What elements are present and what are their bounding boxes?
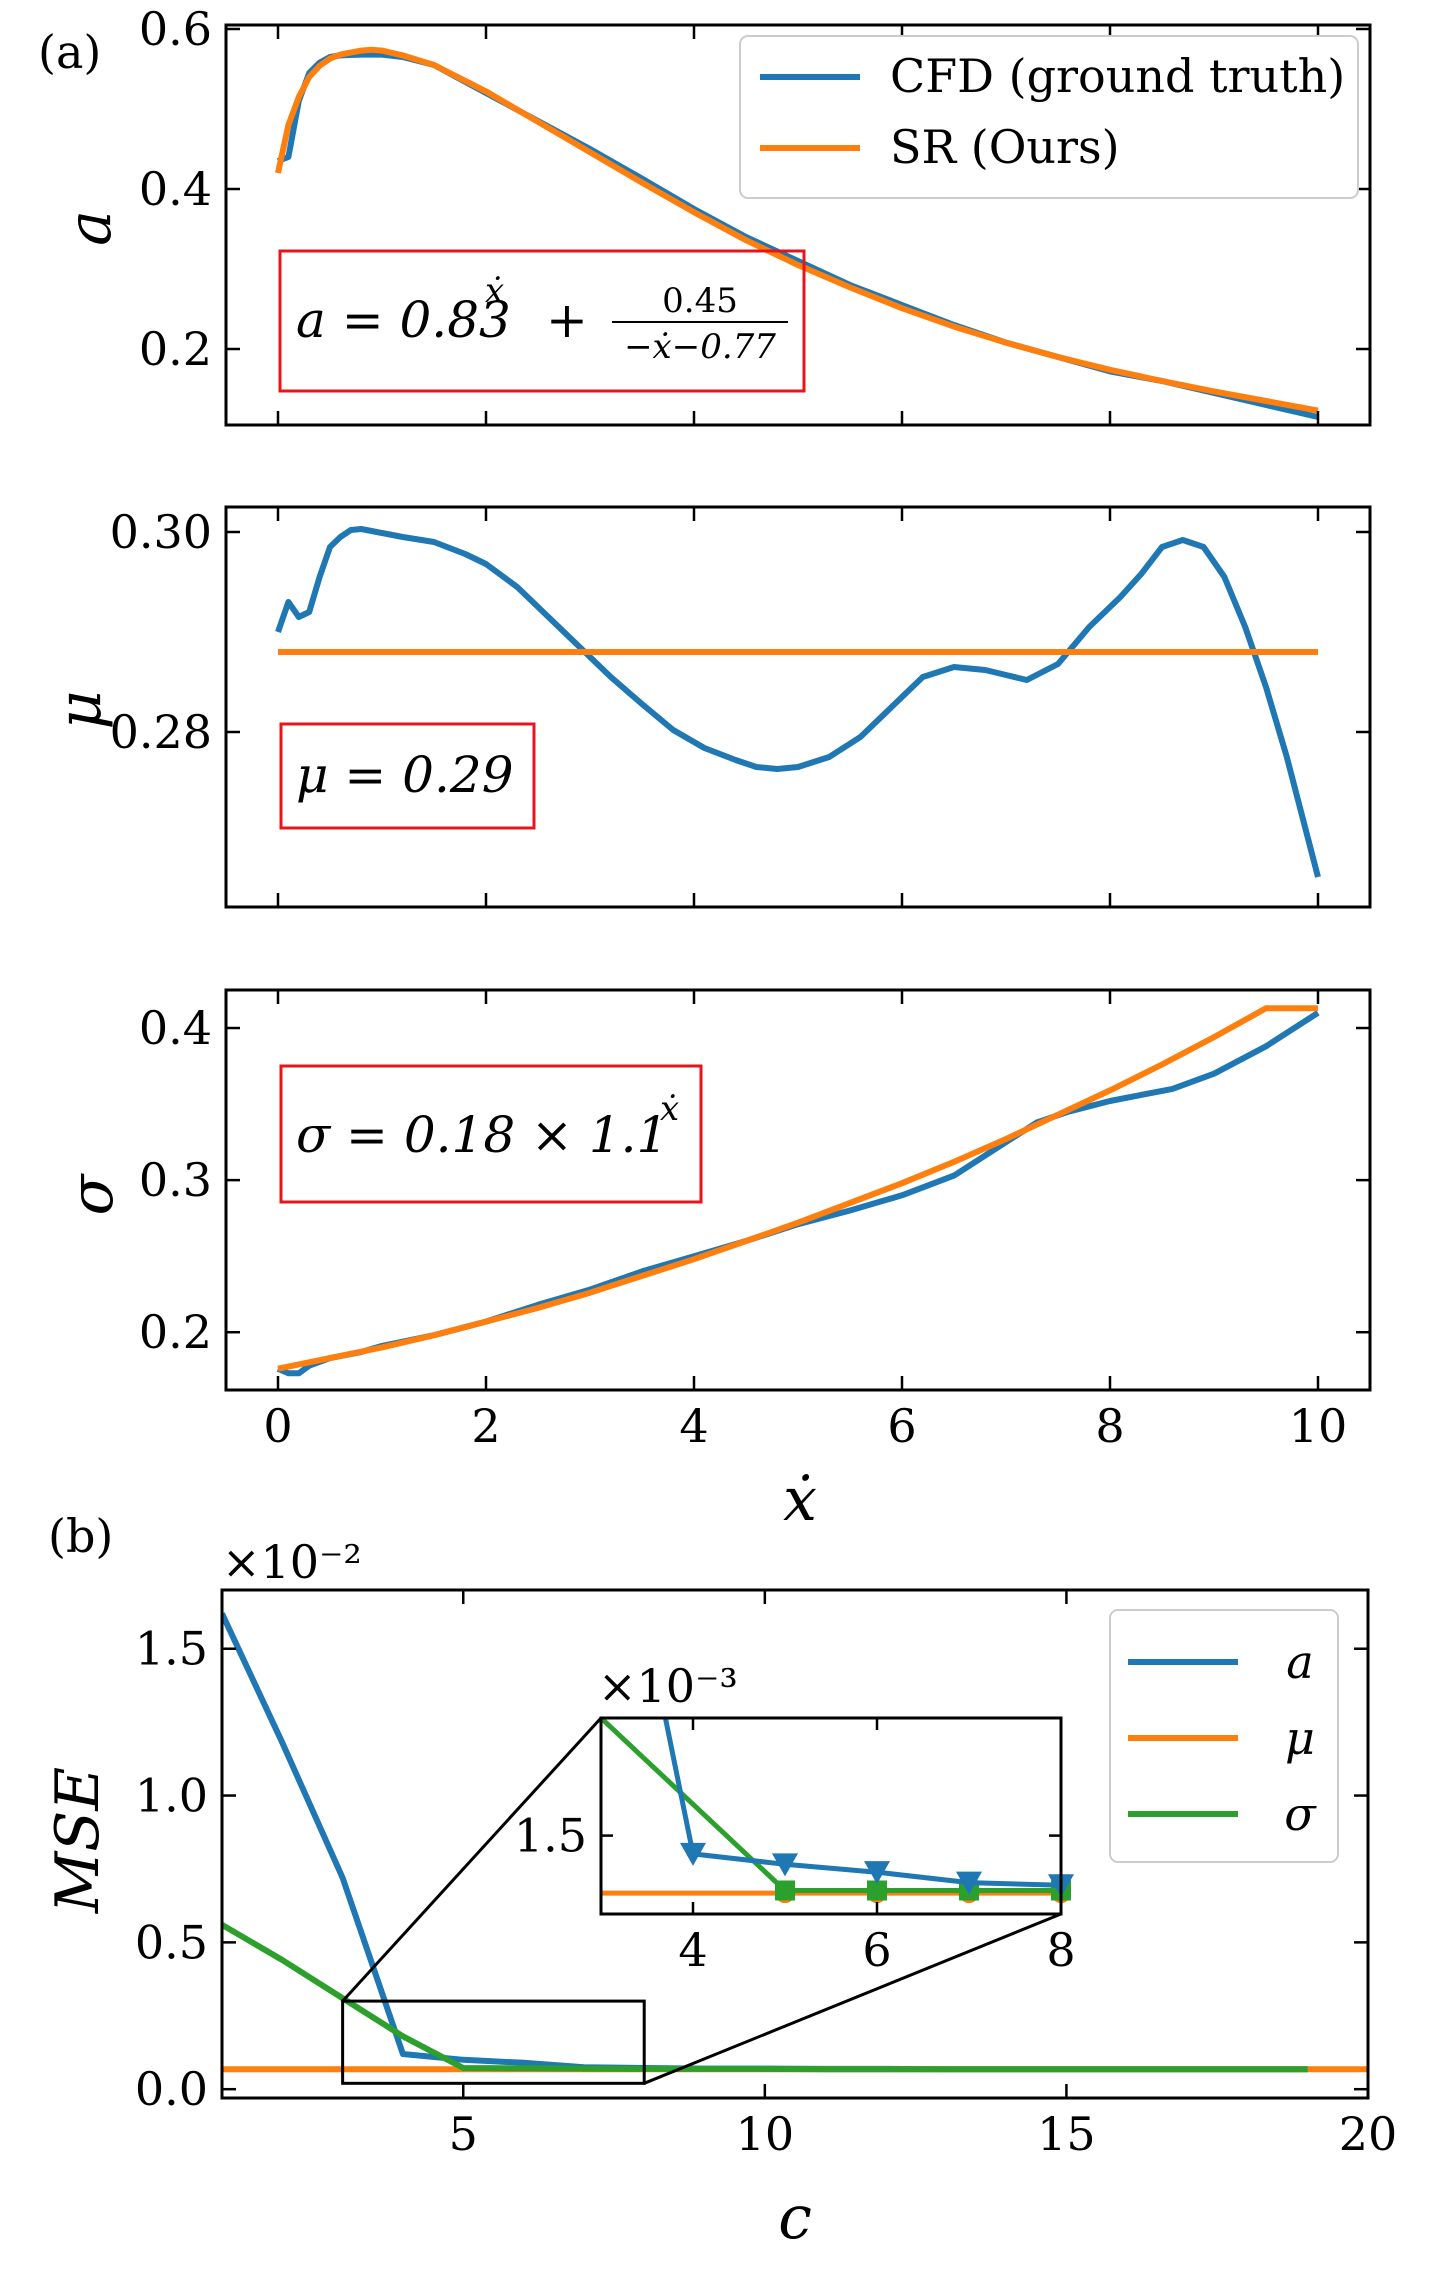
xtick-label: 4 xyxy=(678,1923,707,1977)
equation-a-plus: + xyxy=(546,291,588,349)
plot-mse-frame xyxy=(220,1588,1370,2100)
xtick-label: 20 xyxy=(1339,2107,1398,2161)
equation-mu-text: μ = 0.29 xyxy=(296,746,514,804)
plot-mu-ylabel: μ xyxy=(45,691,115,730)
zoom-connector xyxy=(643,1912,1062,2085)
inset-marks xyxy=(601,1718,1074,1904)
ytick-label: 0.5 xyxy=(135,1915,208,1969)
inset-multiplier: ×10⁻³ xyxy=(598,1659,738,1713)
xtick-label: 4 xyxy=(679,1399,708,1453)
plot-a-ticks: 0.2 0.4 0.6 xyxy=(139,2,1370,425)
xtick-label: 8 xyxy=(1046,1923,1075,1977)
equation-a-lhs: a = 0.83 xyxy=(296,291,511,349)
plot-sigma: 0.2 0.3 0.4 0 2 4 6 8 10 σ ẋ σ = 0.18 × 1.1 ẋ xyxy=(57,988,1372,1535)
plot-mu: 0.28 0.30 μ μ = 0.29 xyxy=(45,505,1372,909)
plot-sigma-ylabel: σ xyxy=(57,1172,127,1215)
plot-mse-ylabel: MSE xyxy=(43,1767,113,1914)
plot-mse: 0.0 0.5 1.0 1.5 5 10 15 20 ×10⁻² MSE c a μ σ 1.… xyxy=(43,1535,1397,2253)
zoom-connector xyxy=(341,1716,603,2003)
equation-sigma: σ = 0.18 × 1.1 ẋ xyxy=(279,1064,703,1204)
plot-sigma-frame xyxy=(224,988,1372,1392)
inset-marker-sigma xyxy=(775,1880,795,1901)
zoom-indicator xyxy=(341,1716,1062,2085)
plot-a-ylabel: a xyxy=(55,210,125,246)
equation-sigma-lhs: σ = 0.18 × 1.1 xyxy=(296,1106,668,1164)
xtick-label: 2 xyxy=(471,1399,500,1453)
zoom-box xyxy=(341,1999,646,2085)
ytick-label: 1.0 xyxy=(135,1769,208,1823)
plot-mse-marks xyxy=(222,1612,1368,2073)
inset-ticks: 1.5 4 6 8 xyxy=(514,1718,1076,1977)
plot-mu-frame xyxy=(224,505,1372,909)
ytick-label: 0.30 xyxy=(110,505,212,559)
ytick-label: 0.0 xyxy=(135,2062,208,2116)
equation-a-numerator: 0.45 xyxy=(662,281,738,321)
equation-a-denominator: −ẋ−0.77 xyxy=(624,327,776,367)
inset-marker-a xyxy=(956,1871,982,1895)
inset-marker-sigma xyxy=(867,1880,887,1901)
legend-label-a: a xyxy=(1286,1635,1313,1689)
ytick-label: 0.2 xyxy=(139,1305,212,1359)
xtick-label: 6 xyxy=(887,1399,916,1453)
inset-marker-a xyxy=(864,1861,890,1885)
equation-a: a = 0.83 ẋ + 0.45 −ẋ−0.77 xyxy=(278,249,806,393)
plot-inset: 1.5 4 6 8 ×10⁻³ xyxy=(514,1659,1076,1977)
plot-sigma-ticks: 0.2 0.3 0.4 0 2 4 6 8 10 xyxy=(139,990,1370,1453)
ytick-label: 0.6 xyxy=(139,2,212,56)
panel-a-label: (a) xyxy=(38,25,101,79)
inset-line-a xyxy=(662,1718,1061,1888)
series-line-mse- xyxy=(222,1922,1308,2073)
plot-mu-marks xyxy=(275,526,1321,878)
ytick-label: 0.28 xyxy=(110,705,212,759)
equation-sigma-exponent: ẋ xyxy=(660,1089,679,1129)
inset-marker-a xyxy=(680,1842,706,1866)
plot-mse-legend: a μ σ xyxy=(1109,1609,1339,1863)
series-line-a-srours xyxy=(275,46,1319,414)
legend-label-sigma: σ xyxy=(1284,1787,1317,1841)
xtick-label: 15 xyxy=(1037,2107,1096,2161)
xtick-label: 0 xyxy=(263,1399,292,1453)
equation-a-box xyxy=(278,249,806,393)
equation-sigma-box xyxy=(279,1064,703,1204)
ytick-label: 0.4 xyxy=(139,162,212,216)
xtick-label: 8 xyxy=(1095,1399,1124,1453)
equation-mu-box xyxy=(279,722,536,830)
plot-mu-ticks: 0.28 0.30 xyxy=(110,505,1370,907)
xtick-label: 6 xyxy=(862,1923,891,1977)
inset-frame xyxy=(599,1716,1063,1916)
legend-label-sr: SR (Ours) xyxy=(890,120,1120,174)
series-line-sigma-srours xyxy=(277,1005,1318,1372)
plot-mse-multiplier: ×10⁻² xyxy=(222,1535,362,1589)
ytick-label: 1.5 xyxy=(514,1809,587,1863)
plot-mse-ticks: 0.0 0.5 1.0 1.5 5 10 15 20 xyxy=(135,1590,1397,2161)
plot-a-frame xyxy=(224,23,1372,427)
plot-a-marks xyxy=(275,46,1319,420)
legend-label-cfd: CFD (ground truth) xyxy=(890,49,1345,103)
xtick-label: 10 xyxy=(1289,1399,1348,1453)
series-line-mu-cfdgroundtruth xyxy=(275,526,1321,878)
plot-a-legend: CFD (ground truth) SR (Ours) xyxy=(739,35,1359,199)
xtick-label: 5 xyxy=(449,2107,478,2161)
xtick-label: 10 xyxy=(736,2107,795,2161)
equation-mu: μ = 0.29 xyxy=(279,722,536,830)
plot-sigma-marks xyxy=(276,1005,1320,1377)
ytick-label: 0.4 xyxy=(139,1001,212,1055)
plot-mse-xlabel: c xyxy=(778,2183,812,2253)
inset-marker-a xyxy=(772,1853,798,1877)
legend-label-mu: μ xyxy=(1285,1711,1315,1765)
plot-sigma-xlabel: ẋ xyxy=(783,1465,817,1535)
ytick-label: 1.5 xyxy=(135,1622,208,1676)
ytick-label: 0.3 xyxy=(139,1153,212,1207)
ytick-label: 0.2 xyxy=(139,322,212,376)
equation-a-exponent: ẋ xyxy=(485,271,504,311)
plot-a: 0.2 0.4 0.6 a CFD (ground truth) SR (Ours)… xyxy=(55,2,1372,427)
panel-b-label: (b) xyxy=(48,1509,113,1563)
legend-frame xyxy=(739,35,1359,199)
